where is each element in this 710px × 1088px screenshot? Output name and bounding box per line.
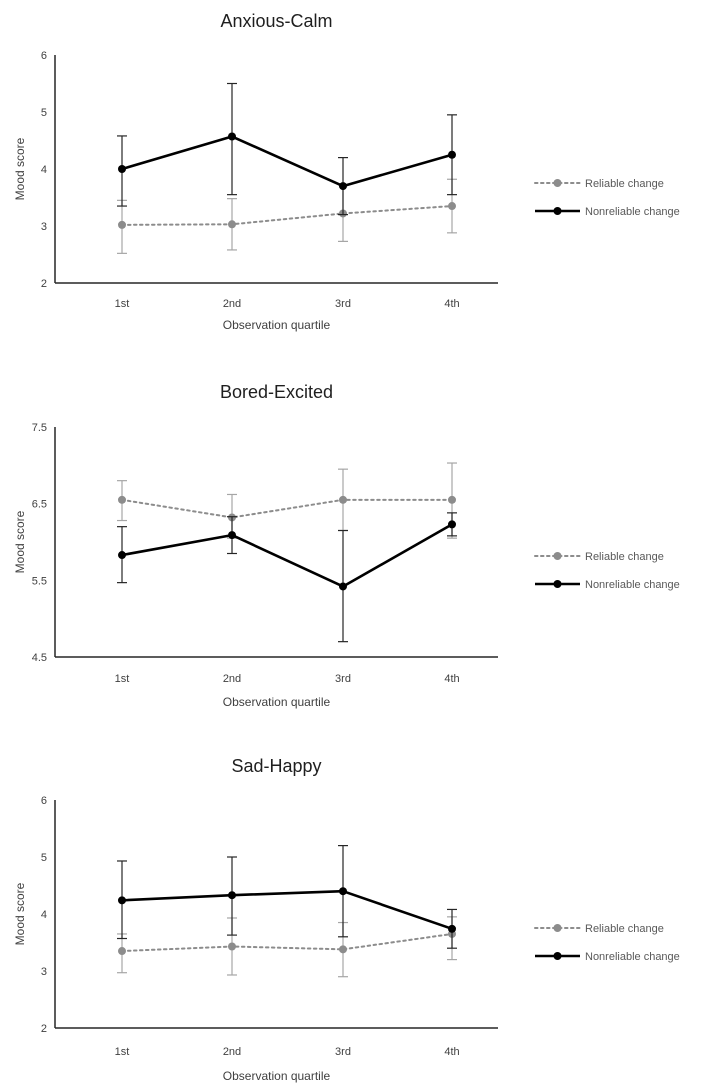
- legend-label: Nonreliable change: [585, 206, 680, 218]
- data-point: [118, 165, 126, 173]
- legend-swatch-marker: [553, 952, 562, 960]
- x-tick-label: 2nd: [223, 1046, 241, 1058]
- data-point: [228, 891, 236, 900]
- series-nonreliable-change: [117, 512, 457, 643]
- x-tick-label: 2nd: [223, 298, 241, 310]
- data-point: [448, 520, 456, 529]
- chart-title: Anxious-Calm: [220, 11, 332, 31]
- chart-panel-1: Anxious-Calm 2 3 4 5 6 1st 2nd 3rd 4th Observation…: [13, 11, 680, 332]
- data-point: [448, 495, 456, 504]
- y-tick-label: 6.5: [32, 499, 47, 511]
- y-tick-label: 5: [41, 107, 47, 119]
- x-tick-label: 2nd: [223, 673, 241, 685]
- x-tick-label: 3rd: [335, 673, 351, 685]
- data-point: [339, 495, 347, 504]
- series-line: [121, 523, 453, 588]
- legend-label: Nonreliable change: [585, 951, 680, 963]
- series-reliable-change: [117, 916, 457, 978]
- chart-title: Bored-Excited: [220, 382, 333, 402]
- data-point: [339, 945, 347, 954]
- data-point: [339, 887, 347, 896]
- y-axis-label: Mood score: [13, 510, 27, 573]
- x-tick-label: 3rd: [335, 1046, 351, 1058]
- data-point: [228, 220, 236, 229]
- data-point: [448, 150, 456, 159]
- y-tick-label: 6: [41, 795, 47, 807]
- series-line: [121, 889, 453, 931]
- y-axis-label: Mood score: [13, 882, 27, 945]
- y-tick-label: 5: [41, 852, 47, 864]
- legend-label: Nonreliable change: [585, 579, 680, 591]
- legend-swatch-marker: [553, 552, 562, 560]
- data-point: [118, 551, 126, 560]
- data-point: [339, 582, 347, 591]
- legend-label: Reliable change: [585, 551, 664, 563]
- y-tick-label: 6: [41, 50, 47, 62]
- x-tick-label: 4th: [444, 673, 459, 685]
- x-tick-label: 3rd: [335, 298, 351, 310]
- series-nonreliable-change: [117, 82, 457, 216]
- series-line: [121, 932, 453, 953]
- legend-label: Reliable change: [585, 923, 664, 935]
- x-tick-label: 1st: [115, 298, 130, 310]
- series-line: [121, 135, 453, 188]
- x-tick-label: 1st: [115, 1046, 130, 1058]
- chart-title: Sad-Happy: [231, 756, 321, 776]
- data-point: [118, 495, 126, 504]
- data-point: [228, 531, 236, 540]
- x-tick-label: 1st: [115, 673, 130, 685]
- data-point: [448, 924, 456, 933]
- x-tick-label: 4th: [444, 1046, 459, 1058]
- y-tick-label: 4.5: [32, 652, 47, 664]
- data-point: [118, 220, 126, 229]
- data-point: [118, 947, 126, 956]
- data-point: [118, 896, 126, 905]
- y-tick-label: 2: [41, 278, 47, 290]
- series-reliable-change: [117, 178, 457, 254]
- data-point: [448, 202, 456, 211]
- legend-swatch-marker: [553, 580, 562, 588]
- y-tick-label: 3: [41, 221, 47, 233]
- legend-swatch-marker: [553, 179, 562, 187]
- y-tick-label: 2: [41, 1023, 47, 1035]
- chart-panel-3: Sad-Happy 2 3 4 5 6 1st 2nd 3rd 4th Observation qu…: [13, 756, 680, 1083]
- y-tick-label: 3: [41, 966, 47, 978]
- y-tick-label: 4: [41, 909, 47, 921]
- x-axis-label: Observation quartile: [223, 318, 331, 332]
- data-point: [228, 132, 236, 141]
- series-line: [121, 498, 453, 519]
- x-axis-label: Observation quartile: [223, 695, 331, 709]
- y-tick-label: 5.5: [32, 575, 47, 587]
- series-line: [121, 205, 453, 226]
- x-axis-label: Observation quartile: [223, 1069, 331, 1083]
- legend-label: Reliable change: [585, 178, 664, 190]
- legend-swatch-marker: [553, 207, 562, 215]
- series-reliable-change: [117, 462, 457, 539]
- data-point: [228, 942, 236, 951]
- data-point: [339, 182, 347, 191]
- legend-swatch-marker: [553, 924, 562, 932]
- y-tick-label: 7.5: [32, 422, 47, 434]
- x-tick-label: 4th: [444, 298, 459, 310]
- y-tick-label: 4: [41, 164, 47, 176]
- series-nonreliable-change: [117, 844, 457, 949]
- chart-panel-2: Bored-Excited 4.5 5.5 6.5 7.5 1st 2nd 3rd 4th Obs…: [13, 382, 680, 709]
- y-axis-label: Mood score: [13, 137, 27, 200]
